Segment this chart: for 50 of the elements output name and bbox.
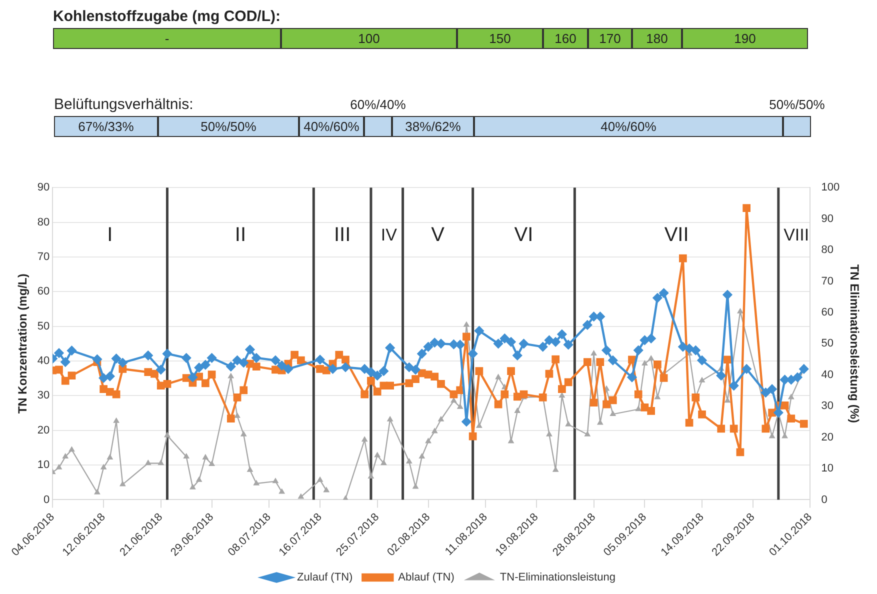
y2-tick-label: 10	[821, 462, 834, 475]
y-tick-label: 10	[37, 459, 50, 472]
text: 60%/40%	[349, 97, 407, 112]
y2-tick-label: 80	[821, 244, 834, 256]
y2-tick-label: 70	[821, 275, 834, 288]
text: 150	[457, 28, 543, 49]
legend-label: TN-Eliminationsleistung	[500, 572, 616, 584]
text: -	[53, 28, 281, 49]
y-tick-label: 40	[37, 355, 50, 368]
y2-tick-label: 90	[821, 212, 834, 225]
text: 180	[632, 28, 682, 49]
y-tick-label: 20	[37, 424, 50, 436]
y-tick-label: 80	[37, 216, 50, 228]
annotation: V	[431, 224, 446, 246]
text: 170	[588, 28, 632, 49]
text: 40%/60%	[474, 116, 783, 137]
y2-tick-label: 40	[821, 368, 834, 381]
y2-axis-title: TN Eliminationsleistung (%)	[847, 264, 862, 424]
legend-label: Zulauf (TN)	[297, 572, 353, 584]
annotation: IV	[380, 225, 398, 244]
y-tick-label: 0	[44, 494, 50, 506]
annotation: II	[234, 224, 246, 246]
y-tick-label: 90	[37, 182, 50, 194]
annotation: VII	[664, 224, 689, 246]
legend-label: Ablauf (TN)	[398, 572, 454, 584]
text: 190	[682, 28, 808, 49]
y-tick-label: 30	[37, 390, 50, 402]
text: 40%/60%	[299, 116, 364, 137]
text: 50%/50%	[158, 116, 299, 137]
y-tick-label: 70	[37, 250, 50, 263]
y2-tick-label: 20	[821, 431, 834, 444]
text: 50%/50%	[768, 97, 826, 112]
y2-tick-label: 60	[821, 306, 834, 318]
text: 38%/62%	[392, 116, 474, 137]
annotation: I	[107, 224, 113, 246]
annotation: III	[334, 224, 351, 246]
y-tick-label: 60	[37, 286, 50, 298]
y-axis-title: TN Konzentration (mg/L)	[16, 274, 30, 414]
y2-tick-label: 50	[821, 338, 834, 350]
annotation: VI	[514, 224, 534, 246]
annotation: VIII	[784, 225, 810, 244]
y2-tick-label: 0	[821, 494, 828, 506]
text: Belüftungsverhältnis:	[54, 96, 194, 113]
text: 67%/33%	[54, 116, 158, 137]
text: Kohlenstoffzugabe (mg COD/L):	[53, 8, 280, 25]
text: 160	[543, 28, 588, 49]
y-tick-label: 50	[37, 320, 50, 332]
y2-tick-label: 100	[821, 182, 840, 194]
text: 100	[281, 28, 457, 49]
y2-tick-label: 30	[821, 400, 834, 412]
